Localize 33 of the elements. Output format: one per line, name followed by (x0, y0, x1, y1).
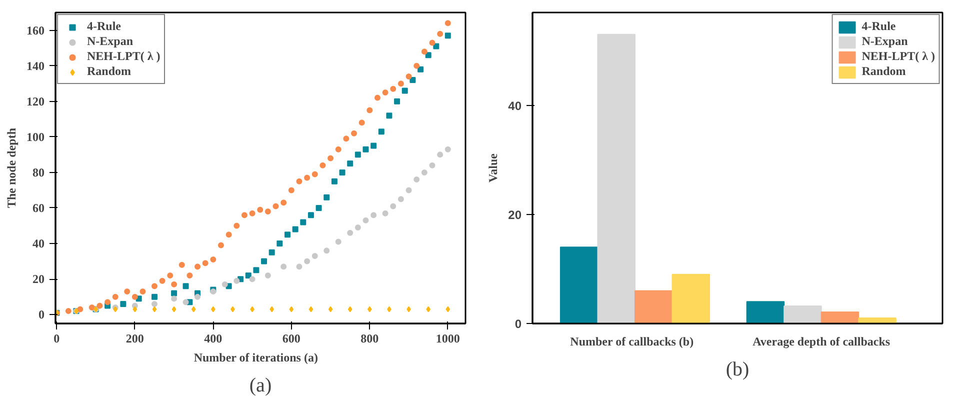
y-tick-label: 40 (32, 236, 44, 251)
legend-label: 4-Rule (87, 19, 121, 34)
x-tick-label: 400 (204, 332, 222, 346)
x-tick-label: 200 (126, 332, 144, 346)
y-tick-label: 40 (508, 98, 522, 113)
x-tick-label: Number of callbacks (b) (570, 334, 694, 348)
x-tick-label: 1000 (436, 332, 460, 346)
legend-label: Random (862, 64, 906, 79)
y-tick-label: 100 (26, 130, 44, 144)
legend-label: 4-Rule (862, 19, 896, 34)
y-tick-label: 0 (514, 317, 522, 331)
x-tick-label: 0 (54, 332, 60, 346)
legend-label: NEH-LPT( λ ) (862, 49, 935, 64)
x-tick-label: Average depth of callbacks (752, 334, 890, 348)
y-tick-label: 20 (32, 272, 44, 286)
x-tick-label: 800 (360, 332, 379, 346)
x-tick-label: 600 (282, 332, 300, 346)
text: (a) (249, 374, 272, 396)
y-tick-label: 60 (32, 200, 44, 215)
legend-label: N-Expan (862, 34, 908, 49)
y-axis-title: The node depth (4, 128, 18, 208)
y-tick-label: 120 (26, 94, 44, 108)
legend-label: Random (87, 64, 132, 79)
y-tick-label: 80 (32, 165, 44, 180)
text: (b) (726, 358, 750, 380)
y-tick-label: 140 (26, 58, 44, 73)
legend-label: N-Expan (87, 34, 134, 49)
legend-label: NEH-LPT( λ ) (87, 49, 160, 64)
y-tick-label: 160 (26, 23, 44, 38)
y-axis-title: Value (486, 152, 500, 182)
y-tick-label: 0 (38, 308, 44, 322)
x-axis-title: Number of iterations (a) (194, 350, 318, 364)
y-tick-label: 20 (508, 208, 522, 222)
